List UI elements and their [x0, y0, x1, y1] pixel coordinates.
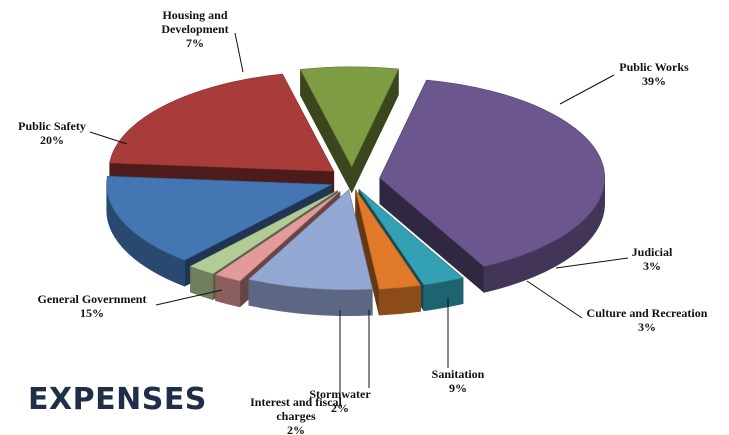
slice-label-name: Development — [161, 22, 228, 36]
pie-slice-housing-and-development — [299, 66, 399, 193]
slice-label-name: Judicial — [632, 245, 673, 259]
pie-slice-public-works — [379, 79, 606, 294]
slice-label-name: Sanitation — [432, 367, 485, 381]
leader-line — [555, 257, 629, 269]
slice-label: Stormwater 2% — [309, 387, 371, 415]
slice-label: Culture and Recreation 3% — [587, 306, 708, 334]
slice-label-value: 9% — [449, 381, 467, 395]
slice-label-name: Public Safety — [18, 119, 86, 133]
leader-line — [559, 74, 615, 105]
pie-slice-culture-and-recreation — [355, 188, 422, 316]
leader-line — [89, 131, 128, 145]
slice-label-name: charges — [276, 409, 316, 423]
slice-label-value: 2% — [287, 423, 305, 435]
slice-label: Sanitation 9% — [432, 367, 485, 395]
slice-label-name: Stormwater — [309, 387, 371, 401]
expenses-heading: EXPENSES — [28, 382, 207, 417]
slice-label-value: 15% — [80, 306, 104, 320]
slice-label-value: 3% — [643, 259, 661, 273]
slice-label-name: Culture and Recreation — [587, 306, 708, 320]
leader-line — [234, 32, 244, 73]
slice-label-value: 3% — [638, 320, 656, 334]
slice-label: Public Works 39% — [619, 60, 689, 88]
slice-label: Judicial 3% — [632, 245, 673, 273]
slice-label-value: 7% — [186, 36, 204, 50]
slice-label: Public Safety 20% — [18, 119, 86, 147]
slice-label: Housing and Development 7% — [161, 8, 228, 50]
slice-label-name: Housing and — [162, 8, 227, 22]
slice-label: General Government 15% — [38, 292, 147, 320]
slice-label: Interest and fiscal charges 2% — [250, 395, 342, 435]
slice-label-value: 39% — [642, 74, 666, 88]
leader-line — [526, 280, 583, 319]
leader-line — [155, 289, 223, 306]
slice-label-name: Interest and fiscal — [250, 395, 342, 409]
slice-label-name: General Government — [38, 292, 147, 306]
slice-label-value: 20% — [40, 133, 64, 147]
slice-label-name: Public Works — [619, 60, 689, 74]
pie-slice-sanitation — [248, 189, 373, 316]
slice-label-value: 2% — [331, 401, 349, 415]
